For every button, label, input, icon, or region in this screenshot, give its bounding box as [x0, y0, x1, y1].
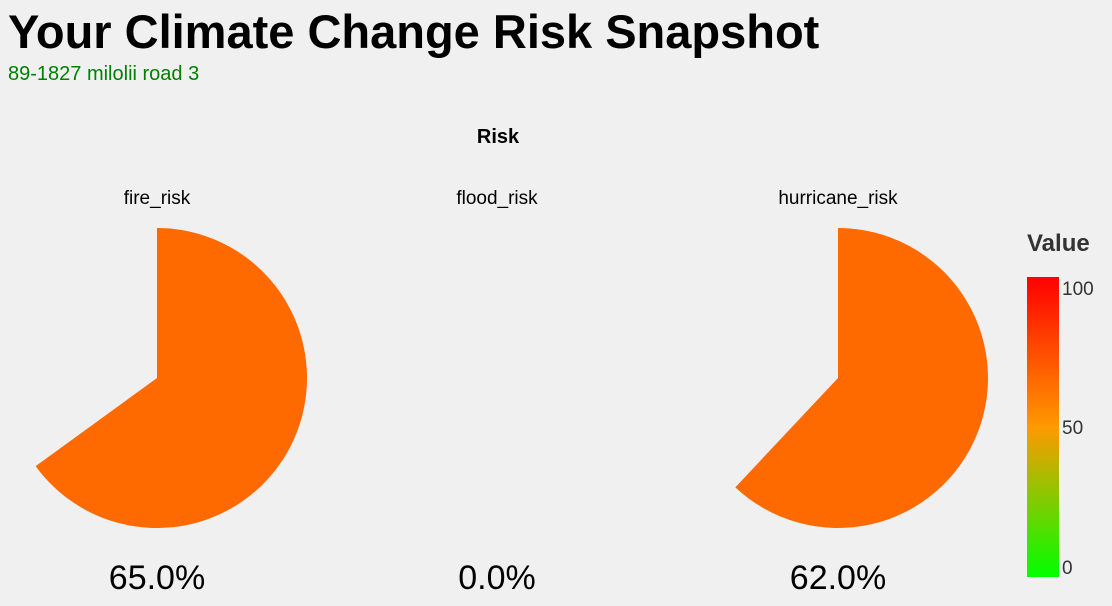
pie-slice-fire: [35, 228, 308, 528]
value-label-fire: 65.0%: [109, 559, 205, 597]
panel-title-flood: flood_risk: [456, 188, 538, 209]
pie-slice-hurricane: [735, 228, 988, 528]
panel-title-hurricane: hurricane_risk: [778, 188, 898, 209]
colorbar-tick-100: 100: [1062, 279, 1094, 300]
colorbar-tick-0: 0: [1062, 558, 1073, 579]
value-label-hurricane: 62.0%: [790, 559, 886, 597]
pie-slices: [35, 228, 988, 528]
address-subtitle: 89-1827 milolii road 3: [8, 63, 200, 85]
colorbar-tick-50: 50: [1062, 418, 1083, 439]
chart-title: Risk: [477, 126, 520, 148]
colorbar-title: Value: [1027, 230, 1090, 257]
colorbar-gradient: [1027, 277, 1059, 577]
panel-title-fire: fire_risk: [124, 188, 191, 209]
value-label-flood: 0.0%: [458, 559, 536, 597]
page-title: Your Climate Change Risk Snapshot: [8, 5, 820, 58]
